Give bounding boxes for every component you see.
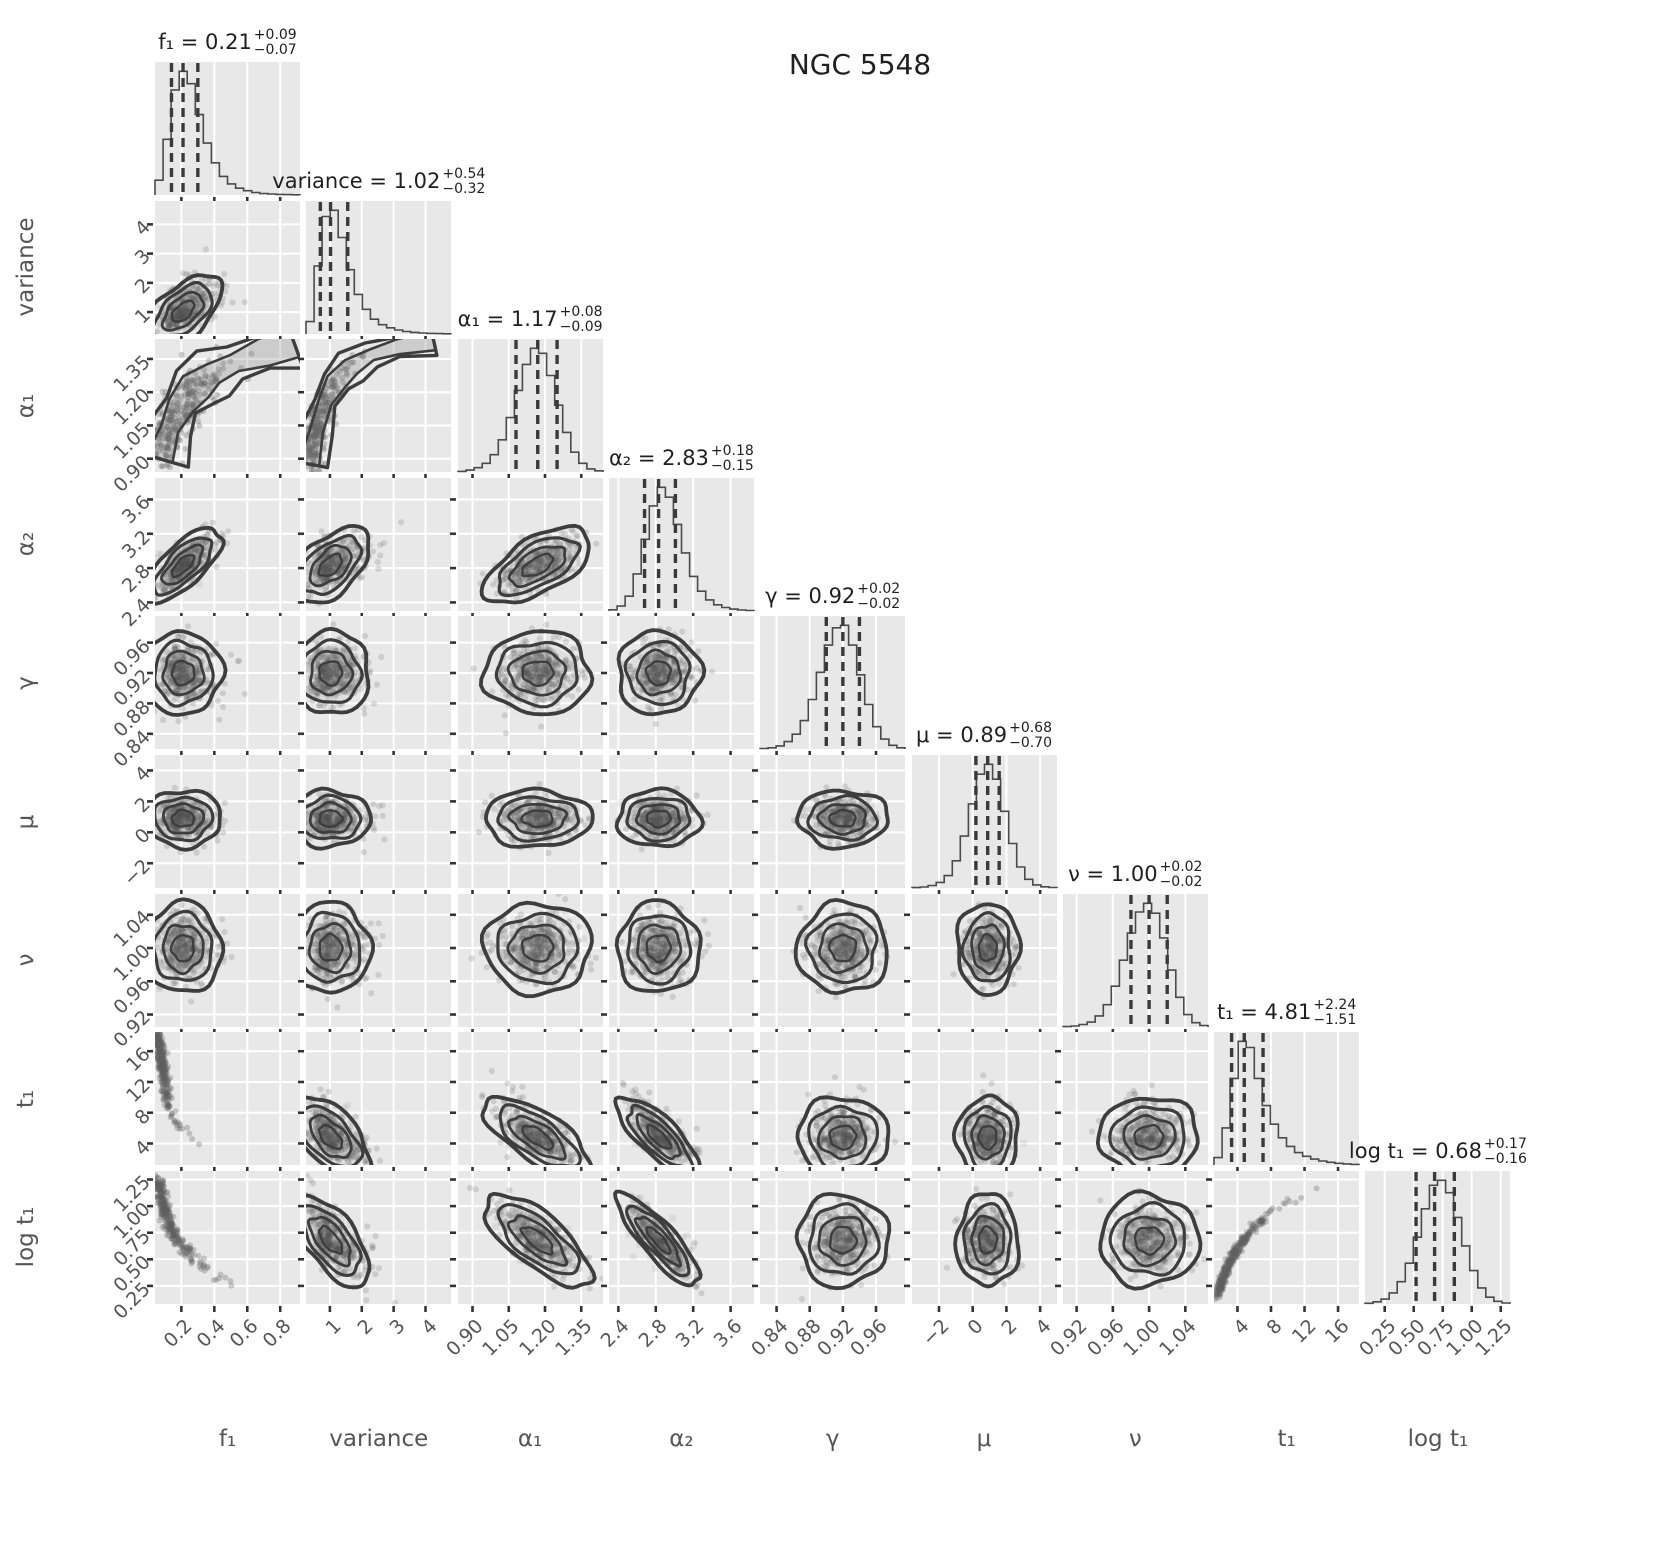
estimate-value-mu: μ = 0.89 xyxy=(916,723,1008,747)
hist-panel-a1 xyxy=(456,339,604,481)
scatter-panel-a2-vs-variance xyxy=(298,477,452,619)
x-axis-label-mu: μ xyxy=(976,1425,992,1452)
hist-panel-a2 xyxy=(608,477,755,619)
estimate-title-nu: ν = 1.00 +0.02 −0.02 xyxy=(1068,858,1203,890)
hist-panel-f1 xyxy=(154,62,301,203)
estimate-value-logt1: log t₁ = 0.68 xyxy=(1348,1138,1482,1163)
scatter-panel-mu-vs-a2 xyxy=(600,755,754,896)
hist-panel-logt1 xyxy=(1364,1170,1512,1312)
scatter-panel-gamma-vs-variance xyxy=(298,616,452,758)
y-axis-label-mu: μ xyxy=(13,814,39,829)
estimate-value-f1: f₁ = 0.21 xyxy=(158,30,252,54)
x-axis-label-f1: f₁ xyxy=(218,1425,237,1452)
y-axis-label-a2: α₂ xyxy=(13,532,39,557)
estimate-errors-a2: +0.18 −0.15 xyxy=(710,442,754,474)
y-axis-label-a1: α₁ xyxy=(13,393,39,418)
estimate-errors-f1: +0.09 −0.07 xyxy=(253,27,297,58)
scatter-panel-nu-vs-f1 xyxy=(147,893,300,1035)
estimate-errors-a1: +0.08 −0.09 xyxy=(559,304,603,336)
x-axis-label-gamma: γ xyxy=(825,1425,840,1452)
scatter-panel-gamma-vs-a1 xyxy=(449,616,603,758)
scatter-panel-nu-vs-variance xyxy=(298,893,452,1035)
scatter-panel-logt1-vs-nu xyxy=(1054,1170,1208,1312)
scatter-panel-mu-vs-gamma xyxy=(752,755,906,896)
estimate-value-gamma: γ = 0.92 xyxy=(765,584,856,609)
scatter-panel-t1-vs-f1 xyxy=(147,1032,300,1174)
scatter-panel-logt1-vs-gamma xyxy=(752,1170,906,1312)
scatter-panel-t1-vs-gamma xyxy=(752,1032,906,1174)
estimate-title-t1: t₁ = 4.81 +2.24 −1.51 xyxy=(1217,998,1356,1028)
estimate-value-nu: ν = 1.00 xyxy=(1068,861,1158,886)
estimate-value-a1: α₁ = 1.17 xyxy=(457,307,558,332)
y-axis-label-logt1: log t₁ xyxy=(13,1206,39,1268)
scatter-panel-logt1-vs-a1 xyxy=(449,1170,603,1312)
scatter-panel-a2-vs-f1 xyxy=(147,477,300,619)
scatter-panel-logt1-vs-mu xyxy=(903,1170,1057,1312)
y-axis-label-nu: ν xyxy=(13,953,39,967)
estimate-value-t1: t₁ = 4.81 xyxy=(1216,1000,1312,1025)
scatter-panel-logt1-vs-f1 xyxy=(147,1170,300,1312)
scatter-panel-mu-vs-variance xyxy=(298,755,452,896)
scatter-panel-variance-vs-f1 xyxy=(147,200,300,342)
scatter-panel-gamma-vs-a2 xyxy=(600,616,754,758)
estimate-errors-gamma: +0.02 −0.02 xyxy=(857,581,901,613)
scatter-panel-a1-vs-variance xyxy=(298,339,452,481)
hist-panel-variance xyxy=(305,200,453,342)
scatter-panel-gamma-vs-f1 xyxy=(147,616,300,758)
figure-title: NGC 5548 xyxy=(788,48,932,81)
estimate-title-variance: variance = 1.02 +0.54 −0.32 xyxy=(272,165,486,197)
scatter-panel-logt1-vs-t1 xyxy=(1206,1170,1360,1312)
scatter-panel-t1-vs-mu xyxy=(903,1032,1057,1174)
scatter-panel-nu-vs-gamma xyxy=(752,893,906,1035)
scatter-panel-mu-vs-a1 xyxy=(449,755,603,896)
estimate-errors-t1: +2.24 −1.51 xyxy=(1313,997,1357,1029)
scatter-panel-nu-vs-a1 xyxy=(449,893,603,1035)
hist-panel-nu xyxy=(1061,893,1209,1035)
scatter-panel-mu-vs-f1 xyxy=(147,755,300,896)
scatter-panel-t1-vs-variance xyxy=(298,1032,452,1174)
estimate-title-a2: α₂ = 2.83 +0.18 −0.15 xyxy=(608,442,754,474)
estimate-value-a2: α₂ = 2.83 xyxy=(608,445,709,470)
x-axis-label-variance: variance xyxy=(329,1425,429,1452)
x-axis-label-nu: ν xyxy=(1128,1425,1142,1452)
scatter-panel-t1-vs-a2 xyxy=(600,1032,754,1174)
scatter-panel-nu-vs-mu xyxy=(903,893,1057,1035)
y-axis-label-variance: variance xyxy=(13,217,39,317)
estimate-errors-logt1: +0.17 −0.16 xyxy=(1483,1135,1527,1167)
scatter-panel-logt1-vs-variance xyxy=(298,1170,452,1312)
scatter-panel-logt1-vs-a2 xyxy=(600,1170,754,1312)
x-axis-label-t1: t₁ xyxy=(1277,1425,1296,1452)
estimate-title-gamma: γ = 0.92 +0.02 −0.02 xyxy=(765,582,900,612)
estimate-value-variance: variance = 1.02 xyxy=(272,168,441,193)
hist-panel-gamma xyxy=(759,616,906,758)
estimate-title-f1: f₁ = 0.21 +0.09 −0.07 xyxy=(158,28,296,58)
estimate-errors-nu: +0.02 −0.02 xyxy=(1159,858,1203,890)
estimate-title-a1: α₁ = 1.17 +0.08 −0.09 xyxy=(458,305,603,335)
hist-panel-t1 xyxy=(1213,1032,1360,1174)
x-axis-label-a1: α₁ xyxy=(517,1425,543,1452)
hist-panel-mu xyxy=(910,755,1058,896)
estimate-title-logt1: log t₁ = 0.68 +0.17 −0.16 xyxy=(1348,1135,1527,1167)
estimate-errors-mu: +0.68 −0.70 xyxy=(1009,720,1052,751)
estimate-title-mu: μ = 0.89 +0.68 −0.70 xyxy=(916,721,1052,751)
scatter-panel-t1-vs-nu xyxy=(1054,1032,1208,1174)
scatter-panel-t1-vs-a1 xyxy=(449,1032,603,1174)
x-axis-label-a2: α₂ xyxy=(669,1425,694,1452)
estimate-errors-variance: +0.54 −0.32 xyxy=(442,165,486,197)
y-axis-label-gamma: γ xyxy=(13,676,39,690)
scatter-panel-nu-vs-a2 xyxy=(600,893,754,1035)
scatter-panel-a1-vs-f1 xyxy=(147,339,300,481)
scatter-panel-a2-vs-a1 xyxy=(449,477,603,619)
x-axis-label-logt1: log t₁ xyxy=(1407,1425,1469,1452)
y-axis-label-t1: t₁ xyxy=(13,1089,39,1108)
